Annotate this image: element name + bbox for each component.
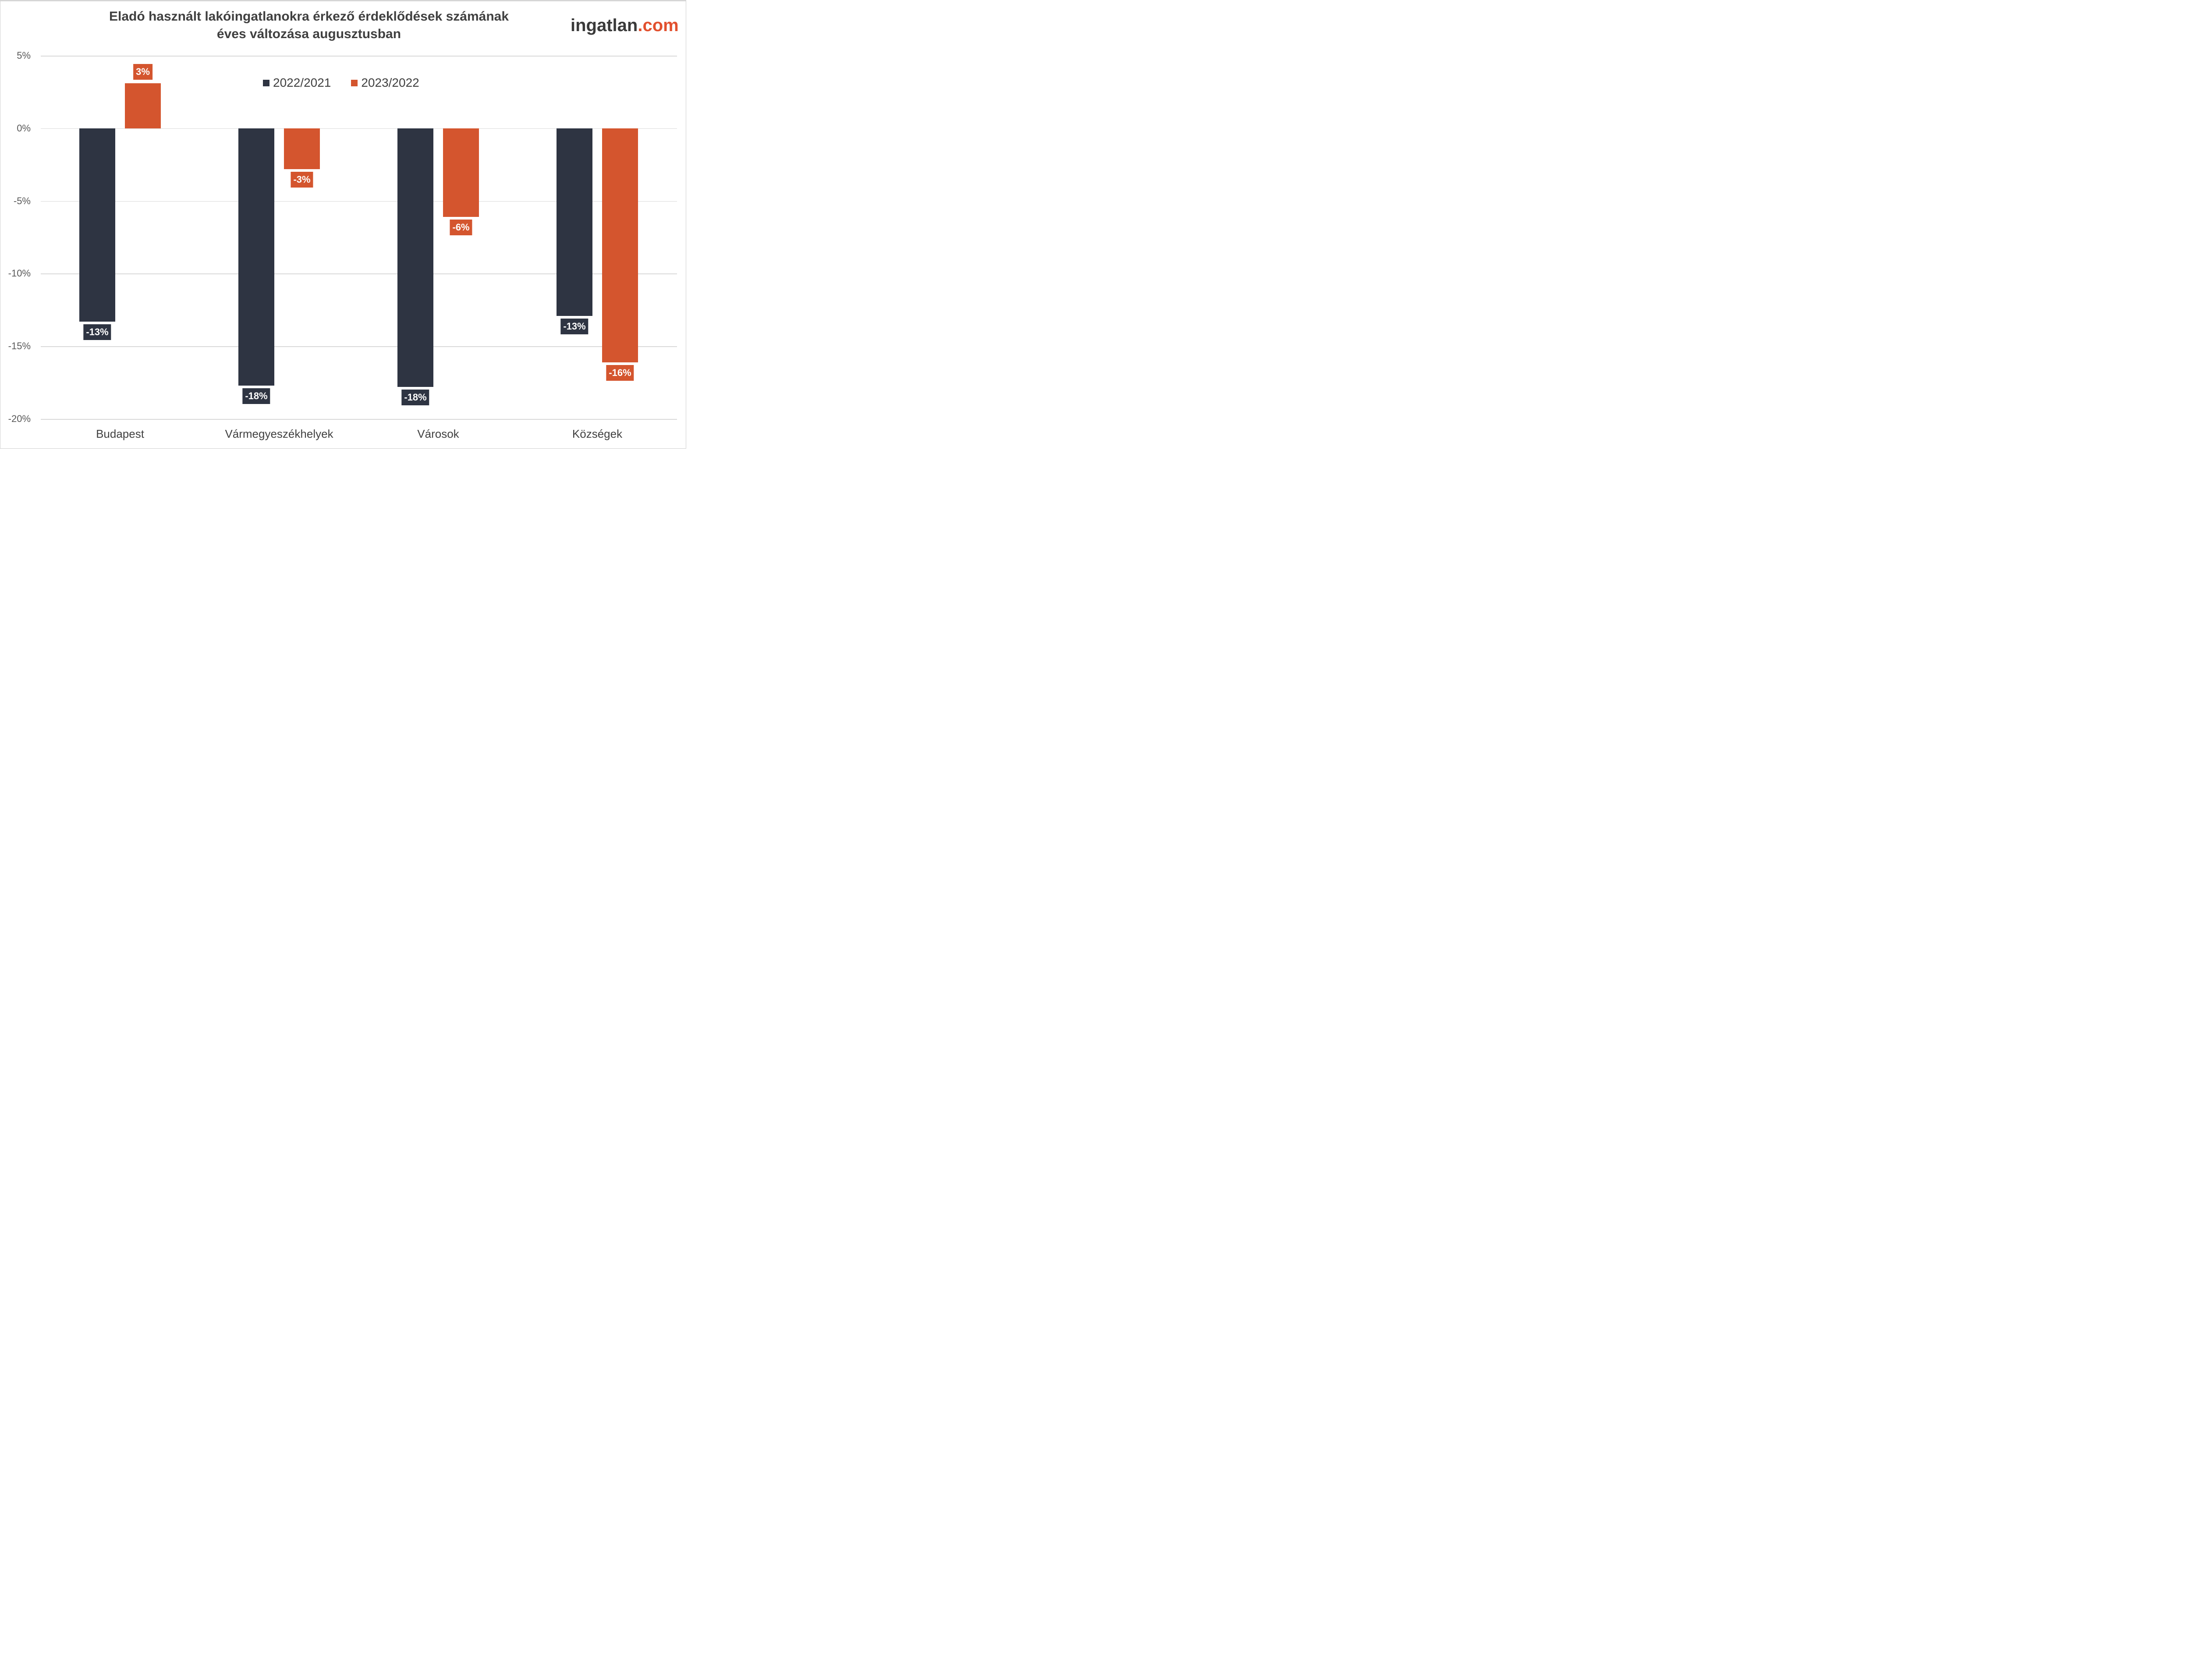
bar-2-1 <box>284 128 320 169</box>
y-tick-label: -15% <box>8 340 31 352</box>
y-tick-label: -20% <box>8 413 31 424</box>
chart-legend: 2022/2021 2023/2022 <box>263 76 440 90</box>
data-label: -18% <box>242 388 270 404</box>
x-category-label: Budapest <box>96 427 144 440</box>
gridline <box>41 346 677 347</box>
bar-2-3 <box>602 128 638 362</box>
gridline <box>41 273 677 274</box>
bar-1-1 <box>238 128 274 386</box>
data-label: -18% <box>401 390 429 406</box>
gridline <box>41 419 677 420</box>
chart-title: Eladó használt lakóingatlanokra érkező é… <box>66 8 552 43</box>
x-category-label: Vármegyeszékhelyek <box>225 427 333 440</box>
data-label: -6% <box>450 220 472 236</box>
logo-text-domain: .com <box>638 16 679 35</box>
data-label: 3% <box>133 64 152 80</box>
bar-1-2 <box>397 128 433 387</box>
y-tick-label: 5% <box>17 50 31 61</box>
legend-label-series1: 2022/2021 <box>273 76 331 89</box>
plot-area: 5% 0% -5% -10% -15% -20% -13% 3% -18% -3% -18% -6% -… <box>8 50 677 424</box>
gridline <box>41 56 677 57</box>
logo-text-main: ingatlan <box>571 16 638 35</box>
bar-1-3 <box>557 128 592 316</box>
data-label: -13% <box>560 318 589 334</box>
chart-title-line-2: éves változása augusztusban <box>216 27 401 41</box>
y-tick-label: 0% <box>17 122 31 134</box>
bar-2-2 <box>443 128 479 217</box>
chart-title-line-1: Eladó használt lakóingatlanokra érkező é… <box>109 9 509 24</box>
data-label: -3% <box>291 171 313 188</box>
gridline <box>41 128 677 129</box>
legend-swatch-series2 <box>351 79 358 86</box>
y-tick-label: -10% <box>8 268 31 279</box>
data-label: -16% <box>606 365 634 381</box>
chart-frame <box>0 0 686 449</box>
gridline <box>41 201 677 202</box>
bar-1-0 <box>79 128 115 322</box>
legend-item-series2: 2023/2022 <box>351 76 419 90</box>
legend-item-series1: 2022/2021 <box>263 76 331 90</box>
x-category-label: Községek <box>572 427 623 440</box>
legend-swatch-series1 <box>263 79 269 86</box>
bar-2-0 <box>125 83 161 128</box>
x-category-label: Városok <box>417 427 459 440</box>
brand-logo: ingatlan.com <box>571 16 679 35</box>
y-tick-label: -5% <box>13 195 31 206</box>
legend-label-series2: 2023/2022 <box>361 76 419 89</box>
data-label: -13% <box>83 324 111 340</box>
